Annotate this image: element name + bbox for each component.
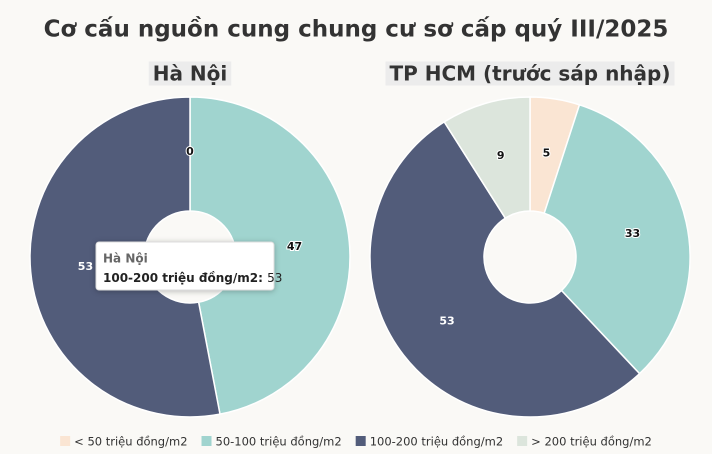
tooltip-category: 100-200 triệu đồng/m2 [103,271,258,285]
legend-swatch [355,436,366,446]
legend-swatch [60,436,71,446]
tooltip-sep: : [258,271,267,285]
tooltip-title: Hà Nội [103,252,148,266]
slice [543,103,691,375]
legend-label: < 50 triệu đồng/m2 [74,435,187,449]
data-label: 33 [625,227,640,240]
legend: < 50 triệu đồng/m2 50-100 triệu đồng/m2 10… [60,435,652,449]
tooltip-box [95,241,275,291]
chart-subtitle: Hà Nội [153,62,228,86]
tooltip: Hà Nội 100-200 triệu đồng/m2: 53 [95,241,282,291]
subtitle-bg [148,61,232,86]
data-label: 47 [287,240,302,253]
subtitle-bg [385,61,675,86]
data-label: 0 [186,145,194,158]
data-label: 5 [543,146,551,159]
data-label: 53 [439,314,454,327]
data-label: 53 [78,260,93,273]
legend-label: 100-200 triệu đồng/m2 [370,435,503,449]
legend-label: 50-100 triệu đồng/m2 [216,435,342,449]
charts: 0 47 53 Hà Nội 5 33 53 9 TP HCM (trước sáp nhập) [29,61,691,418]
legend-swatch [201,436,212,446]
chart-title: Cơ cấu nguồn cung chung cư sơ cấp quý II… [44,16,669,43]
chart-subtitle: TP HCM (trước sáp nhập) [389,62,670,86]
data-label: 9 [497,149,505,162]
legend-label: > 200 triệu đồng/m2 [531,435,652,449]
legend-swatch [517,436,528,446]
tooltip-value: 53 [267,271,282,285]
slice [443,96,531,220]
slice [369,120,641,418]
tooltip-body: 100-200 triệu đồng/m2: 53 [103,271,282,285]
